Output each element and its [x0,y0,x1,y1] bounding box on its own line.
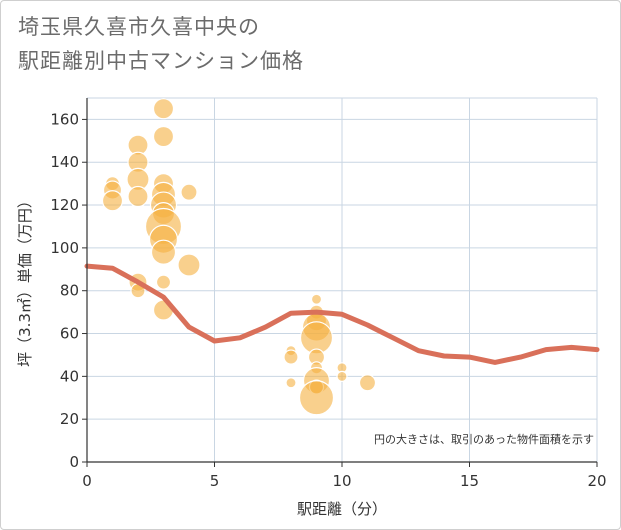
x-tick-label: 10 [332,472,351,490]
y-tick-label: 60 [60,325,79,343]
bubble-size-note: 円の大きさは、取引のあった物件面積を示す [374,432,594,446]
bubble-point [150,239,177,265]
x-tick-label: 15 [460,472,479,490]
bubble-point [358,374,377,392]
x-tick-label: 5 [210,472,220,490]
bubble-point [127,185,149,208]
bubble-point [336,370,348,382]
axes: 0 20 40 60 80 100 120 140 160 0 5 10 15 20 [50,98,607,490]
y-tick-label: 100 [50,239,79,257]
y-axis-label: 坪（3.3㎡）単価（万円） [16,193,34,367]
bubble-point [283,349,299,365]
bubble-point [180,183,198,201]
y-tick-label: 40 [60,367,79,385]
y-tick-label: 140 [50,153,79,171]
bubble-point [177,253,201,277]
x-axis-label: 駅距離（分） [297,500,387,518]
bubble-point [152,125,175,148]
y-tick-label: 120 [50,196,79,214]
y-tick-label: 20 [60,410,79,428]
chart-title-line1: 埼玉県久喜市久喜中央の [18,15,260,39]
y-tick-label: 160 [50,110,79,128]
chart-title-line2: 駅距離別中古マンション価格 [18,49,304,73]
trend-line-series [84,263,600,365]
bubble-point [152,98,175,120]
bubble-series [101,98,377,416]
bubble-point [298,380,335,416]
bubble-point [155,274,172,290]
x-tick-label: 20 [587,472,606,490]
y-tick-label: 80 [60,282,79,300]
bubble-point [285,377,297,389]
chart-title: 埼玉県久喜市久喜中央の 駅距離別中古マンション価格 [18,10,304,78]
bubble-point [101,190,124,212]
bubble-point [310,293,323,305]
x-tick-label: 0 [82,472,92,490]
y-tick-label: 0 [69,453,79,471]
average-price-line [84,263,600,365]
